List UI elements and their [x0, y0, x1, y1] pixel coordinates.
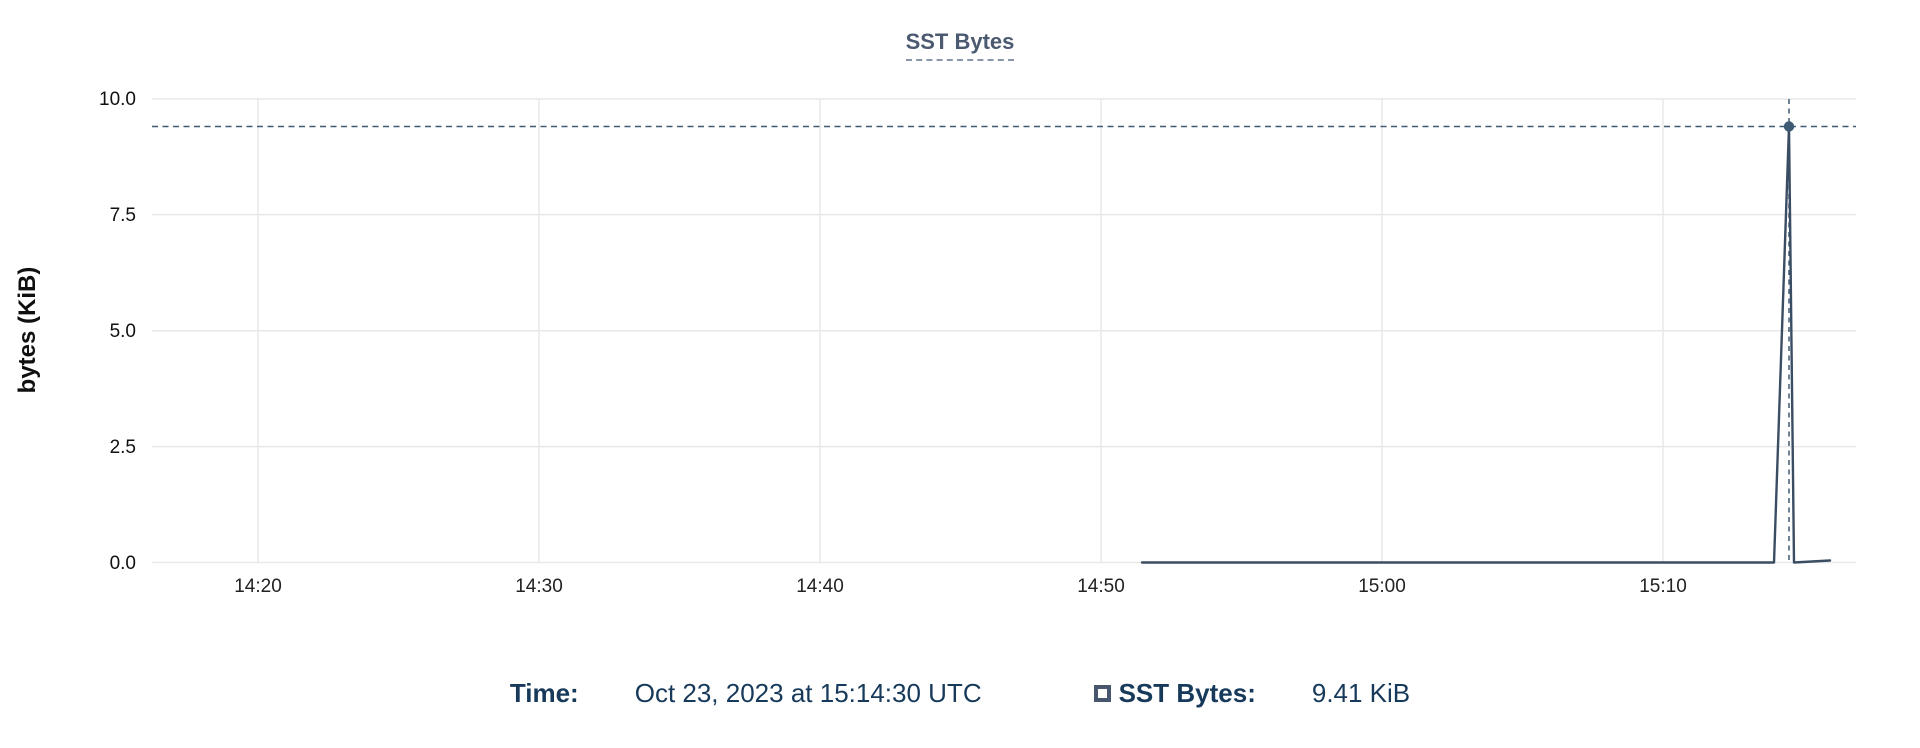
- svg-text:14:20: 14:20: [234, 576, 282, 597]
- svg-text:14:30: 14:30: [515, 576, 563, 597]
- svg-text:15:10: 15:10: [1639, 576, 1687, 597]
- svg-text:14:40: 14:40: [796, 576, 844, 597]
- svg-text:2.5: 2.5: [110, 437, 136, 458]
- svg-text:0.0: 0.0: [110, 553, 136, 574]
- svg-text:14:50: 14:50: [1077, 576, 1125, 597]
- svg-text:15:00: 15:00: [1358, 576, 1406, 597]
- svg-text:5.0: 5.0: [110, 321, 136, 342]
- svg-text:7.5: 7.5: [110, 205, 136, 226]
- svg-text:10.0: 10.0: [99, 89, 136, 110]
